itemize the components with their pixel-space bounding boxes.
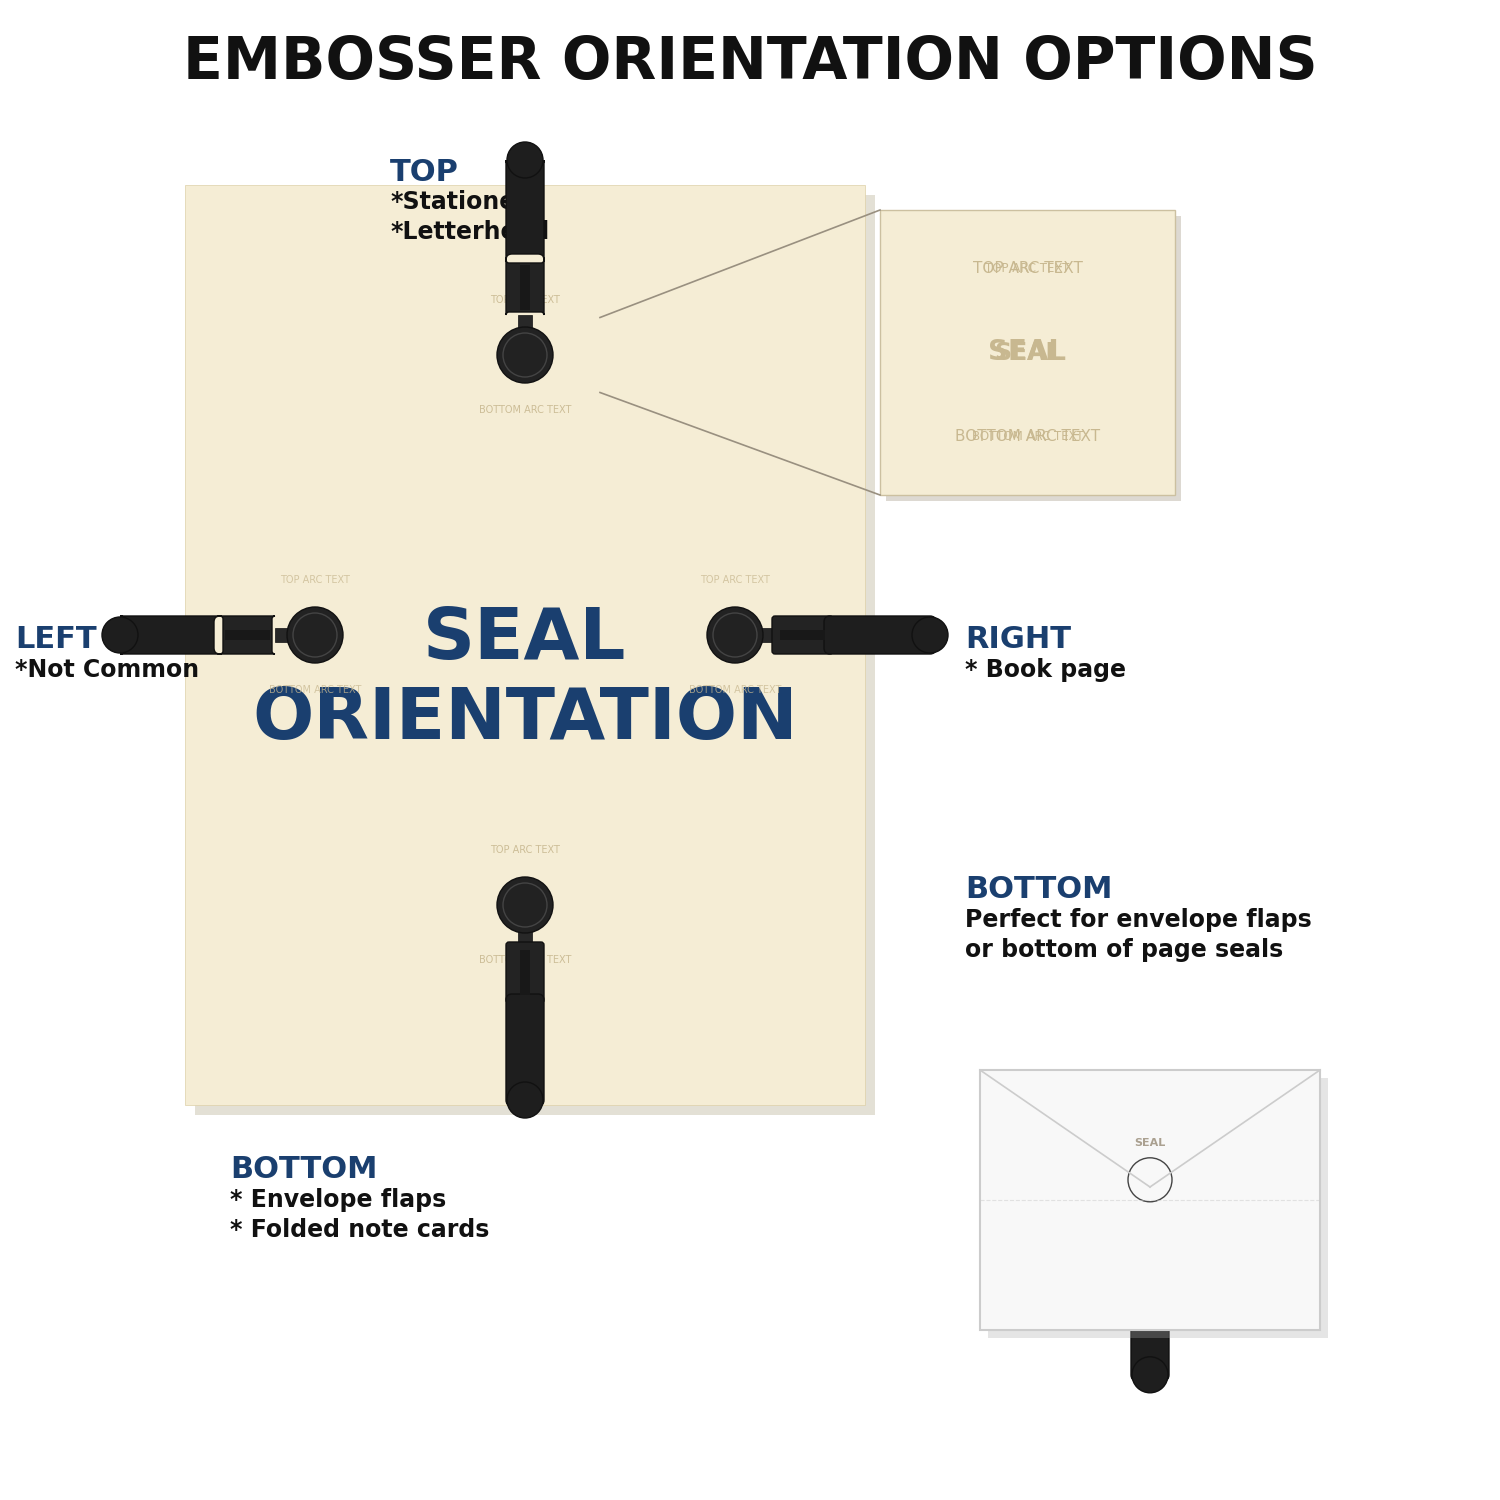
Text: BOTTOM: BOTTOM xyxy=(964,874,1113,904)
Bar xyxy=(988,1078,1328,1338)
Bar xyxy=(520,266,530,310)
Text: BOTTOM ARC TEXT: BOTTOM ARC TEXT xyxy=(268,684,362,694)
Text: *Not Common: *Not Common xyxy=(15,658,200,682)
Text: TOP ARC TEXT: TOP ARC TEXT xyxy=(972,261,1083,276)
Bar xyxy=(184,184,865,1106)
Text: LEFT: LEFT xyxy=(15,626,96,654)
Text: BOTTOM: BOTTOM xyxy=(230,1155,378,1184)
FancyBboxPatch shape xyxy=(506,160,544,260)
Text: TOP ARC TEXT: TOP ARC TEXT xyxy=(1131,1110,1170,1114)
Bar xyxy=(195,195,874,1114)
Circle shape xyxy=(496,878,554,933)
FancyBboxPatch shape xyxy=(824,616,936,654)
Circle shape xyxy=(1122,1152,1178,1208)
Bar xyxy=(1144,1226,1155,1270)
Circle shape xyxy=(706,608,764,663)
Text: SEAL: SEAL xyxy=(1137,1138,1164,1148)
FancyBboxPatch shape xyxy=(506,260,544,315)
Bar xyxy=(518,910,532,945)
Text: SEAL: SEAL xyxy=(500,346,550,364)
Circle shape xyxy=(270,590,360,680)
FancyBboxPatch shape xyxy=(1131,1269,1168,1382)
FancyBboxPatch shape xyxy=(120,616,220,654)
Circle shape xyxy=(496,327,554,382)
Text: TOP ARC TEXT: TOP ARC TEXT xyxy=(986,262,1070,274)
FancyBboxPatch shape xyxy=(506,994,544,1106)
Circle shape xyxy=(690,590,780,680)
Bar xyxy=(274,628,310,642)
Text: RIGHT: RIGHT xyxy=(964,626,1071,654)
Text: BOTTOM ARC TEXT: BOTTOM ARC TEXT xyxy=(688,684,782,694)
Circle shape xyxy=(480,310,570,401)
Circle shape xyxy=(912,616,948,652)
Text: SEAL: SEAL xyxy=(1134,1138,1166,1148)
Text: BOTTOM ARC TEXT: BOTTOM ARC TEXT xyxy=(1125,1172,1176,1176)
Text: SEAL: SEAL xyxy=(423,606,627,675)
FancyBboxPatch shape xyxy=(772,616,832,654)
Text: BOTTOM ARC TEXT: BOTTOM ARC TEXT xyxy=(478,956,572,964)
Bar xyxy=(886,216,1180,501)
Text: *Stationery: *Stationery xyxy=(390,190,543,214)
Text: * Book page: * Book page xyxy=(964,658,1126,682)
Text: TOP: TOP xyxy=(390,158,459,188)
Text: BOTTOM ARC TEXT: BOTTOM ARC TEXT xyxy=(478,405,572,416)
Bar xyxy=(880,210,1174,495)
Circle shape xyxy=(507,1082,543,1118)
Text: Perfect for envelope flaps: Perfect for envelope flaps xyxy=(964,908,1311,932)
Circle shape xyxy=(958,284,1096,422)
Circle shape xyxy=(286,608,344,663)
Text: TOP ARC TEXT: TOP ARC TEXT xyxy=(280,576,350,585)
Bar xyxy=(518,315,532,350)
Text: TOP ARC TEXT: TOP ARC TEXT xyxy=(490,296,560,306)
Text: SEAL: SEAL xyxy=(988,339,1066,366)
Bar xyxy=(520,950,530,994)
Circle shape xyxy=(1132,1358,1168,1394)
Text: TOP ARC TEXT: TOP ARC TEXT xyxy=(700,576,770,585)
Text: SEAL: SEAL xyxy=(710,626,760,644)
Text: SEAL: SEAL xyxy=(500,896,550,914)
Text: SEAL: SEAL xyxy=(290,626,340,644)
Bar xyxy=(980,1070,1320,1330)
Bar xyxy=(780,630,825,640)
Text: * Envelope flaps: * Envelope flaps xyxy=(230,1188,447,1212)
Bar xyxy=(740,628,776,642)
Bar xyxy=(225,630,270,640)
FancyBboxPatch shape xyxy=(220,616,274,654)
Circle shape xyxy=(480,859,570,950)
Text: or bottom of page seals: or bottom of page seals xyxy=(964,938,1282,962)
Text: EMBOSSER ORIENTATION OPTIONS: EMBOSSER ORIENTATION OPTIONS xyxy=(183,33,1317,90)
Text: BOTTOM ARC TEXT: BOTTOM ARC TEXT xyxy=(956,429,1100,444)
Circle shape xyxy=(507,142,543,178)
Bar xyxy=(1143,1185,1156,1219)
Text: TOP ARC TEXT: TOP ARC TEXT xyxy=(490,846,560,855)
Text: * Folded note cards: * Folded note cards xyxy=(230,1218,489,1242)
Text: ORIENTATION: ORIENTATION xyxy=(252,686,798,754)
Circle shape xyxy=(1125,1118,1174,1168)
Circle shape xyxy=(102,616,138,652)
FancyBboxPatch shape xyxy=(506,942,544,1004)
Text: BOTTOM ARC TEXT: BOTTOM ARC TEXT xyxy=(972,430,1083,442)
Text: *Letterhead: *Letterhead xyxy=(390,220,549,245)
Text: SEAL: SEAL xyxy=(994,340,1060,364)
FancyBboxPatch shape xyxy=(1131,1216,1168,1278)
